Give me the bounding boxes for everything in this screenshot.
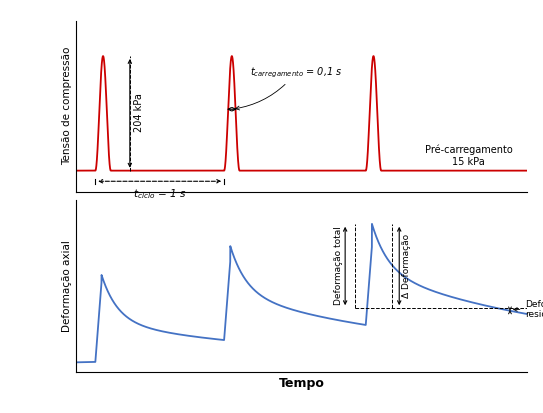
Y-axis label: Deformação axial: Deformação axial xyxy=(62,240,72,332)
Text: t$_{ciclo}$ = 1 s: t$_{ciclo}$ = 1 s xyxy=(133,187,186,201)
Text: Pré-carregamento
15 kPa: Pré-carregamento 15 kPa xyxy=(425,145,513,167)
Text: 204 kPa: 204 kPa xyxy=(134,93,144,132)
Text: Deformação
residual: Deformação residual xyxy=(514,300,543,319)
Text: Deformação total: Deformação total xyxy=(333,227,343,306)
Text: Δ Deformação: Δ Deformação xyxy=(402,234,411,298)
Text: t$_{carregamento}$ = 0,1 s: t$_{carregamento}$ = 0,1 s xyxy=(236,65,342,110)
X-axis label: Tempo: Tempo xyxy=(279,377,324,390)
Y-axis label: Tensão de compressão: Tensão de compressão xyxy=(62,47,72,166)
